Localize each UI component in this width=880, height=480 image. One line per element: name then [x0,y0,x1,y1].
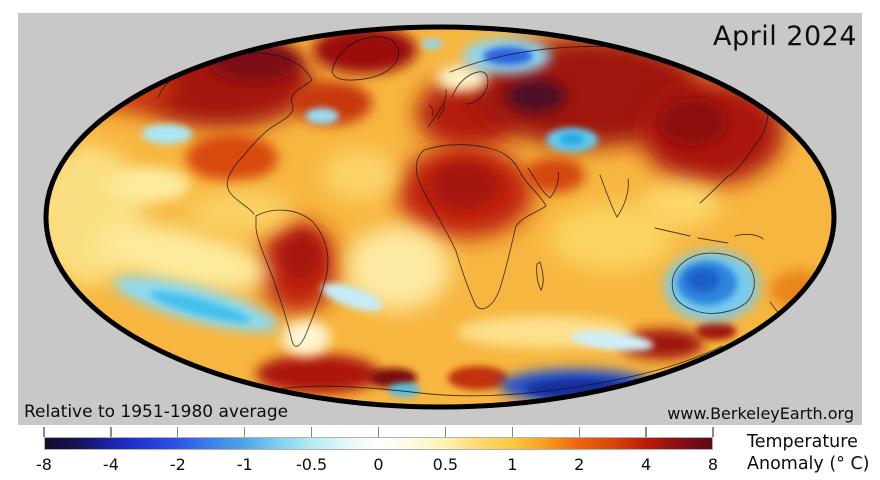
colorbar-tick [377,427,380,437]
colorbar-tick-label: 2 [574,455,585,474]
colorbar-gradient [44,437,713,450]
map-outline [43,24,837,410]
colorbar-tick [578,427,580,437]
colorbar-tick-label: -1 [236,455,253,474]
colorbar-legend: Temperature Anomaly (° C) [747,431,870,475]
colorbar-tick [177,427,179,437]
baseline-note: Relative to 1951-1980 average [24,402,289,422]
colorbar-tick-label: 1 [507,455,518,474]
colorbar-tick-label: 8 [707,455,719,474]
legend-line-2: Anomaly (° C) [747,454,870,474]
colorbar-tick-label: -2 [169,455,186,474]
figure-title: April 2024 [712,21,857,52]
colorbar-tick [244,427,246,437]
anomaly-cool-blobs [113,38,759,403]
colorbar-tick [511,427,513,437]
colorbar-tick-label: 0 [373,455,384,474]
colorbar-tick-label: 0.5 [432,455,459,474]
colorbar-tick [310,427,313,437]
colorbar-tick-label: 4 [641,455,652,474]
source-website: www.BerkeleyEarth.org [667,404,854,423]
anomaly-neutral-blobs [46,64,720,356]
colorbar-tick [43,427,45,437]
legend-line-1: Temperature [747,432,858,452]
colorbar-tick-label: -4 [102,455,119,474]
colorbar-tick [110,427,112,437]
colorbar: -8 -4 -2 -1 -0.5 0 0.5 1 2 4 8 [36,427,718,474]
colorbar-tick [645,427,647,437]
colorbar-tick [444,427,447,437]
colorbar-tick [712,427,714,437]
colorbar-tick-label: -8 [36,455,52,474]
colorbar-tick-label: -0.5 [295,455,328,474]
